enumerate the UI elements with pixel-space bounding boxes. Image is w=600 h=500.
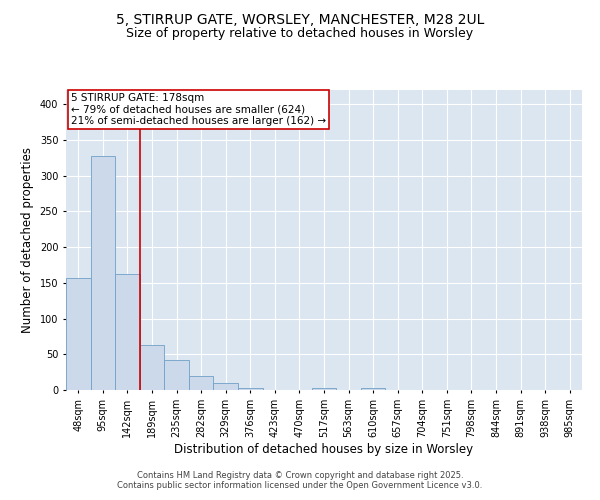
Bar <box>66 278 91 390</box>
Text: Contains HM Land Registry data © Crown copyright and database right 2025.
Contai: Contains HM Land Registry data © Crown c… <box>118 470 482 490</box>
Bar <box>140 345 164 390</box>
Y-axis label: Number of detached properties: Number of detached properties <box>21 147 34 333</box>
Bar <box>312 388 336 390</box>
Bar <box>238 388 263 390</box>
Bar <box>91 156 115 390</box>
Text: 5 STIRRUP GATE: 178sqm
← 79% of detached houses are smaller (624)
21% of semi-de: 5 STIRRUP GATE: 178sqm ← 79% of detached… <box>71 93 326 126</box>
Bar <box>164 360 189 390</box>
Bar <box>115 274 140 390</box>
Text: 5, STIRRUP GATE, WORSLEY, MANCHESTER, M28 2UL: 5, STIRRUP GATE, WORSLEY, MANCHESTER, M2… <box>116 12 484 26</box>
Bar <box>214 383 238 390</box>
X-axis label: Distribution of detached houses by size in Worsley: Distribution of detached houses by size … <box>175 442 473 456</box>
Bar <box>361 388 385 390</box>
Bar <box>189 376 214 390</box>
Text: Size of property relative to detached houses in Worsley: Size of property relative to detached ho… <box>127 28 473 40</box>
